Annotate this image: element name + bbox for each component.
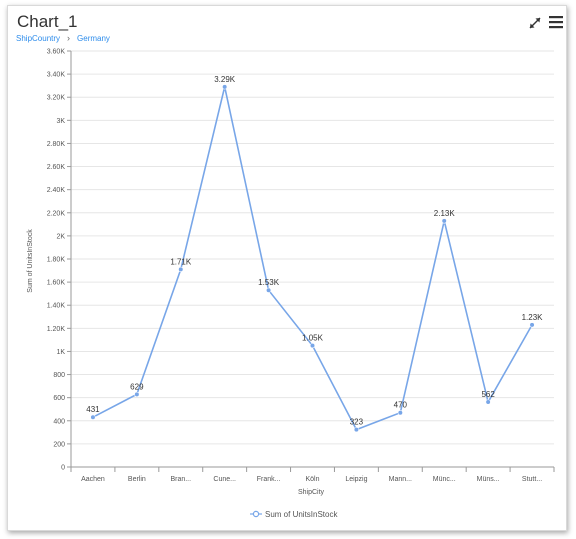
data-label: 1.71K xyxy=(170,257,192,266)
y-tick-label: 0 xyxy=(61,465,65,472)
line-chart: 0 200 400 600 800 1K 1.20K 1.40K 1.60K 1.80K 2K 2.2… xyxy=(27,49,555,519)
y-axis-title: Sum of UnitsInStock xyxy=(27,229,34,293)
x-tick-label: Bran... xyxy=(170,476,191,483)
y-tick-label: 200 xyxy=(53,441,65,448)
data-point[interactable] xyxy=(309,343,316,349)
data-point[interactable] xyxy=(397,410,403,416)
breadcrumb-item-shipcountry[interactable]: ShipCountry xyxy=(16,33,61,43)
x-tick-label: Leipzig xyxy=(345,476,367,483)
y-tick-label: 2.60K xyxy=(47,164,66,171)
breadcrumb: ShipCountry › Germany xyxy=(16,33,110,43)
x-tick-label: Frank... xyxy=(257,476,281,483)
data-point[interactable] xyxy=(529,322,535,328)
y-tick-label: 3.60K xyxy=(47,49,66,56)
y-tick-label: 1.80K xyxy=(47,257,66,264)
y-tick-label: 400 xyxy=(53,418,65,425)
x-tick-label: Berlin xyxy=(128,476,146,483)
y-tick-label: 1K xyxy=(56,349,65,356)
y-tick-label: 600 xyxy=(53,395,65,402)
y-tick-label: 3K xyxy=(56,118,65,125)
x-tick-label: Müns... xyxy=(477,476,500,483)
x-tick-label: Mann... xyxy=(389,476,412,483)
legend-label: Sum of UnitsInStock xyxy=(265,510,338,519)
data-label: 470 xyxy=(394,401,408,410)
data-point[interactable] xyxy=(353,427,360,433)
x-axis-title: ShipCity xyxy=(298,489,325,496)
y-tick-label: 3.20K xyxy=(47,95,66,102)
chart-widget: Chart_1 ShipCountry › Germany 0 200 400 600… xyxy=(7,5,567,531)
x-tick-label: Münc... xyxy=(433,476,456,483)
breadcrumb-separator: › xyxy=(67,33,71,43)
y-tick-label: 1.40K xyxy=(47,303,66,310)
data-label: 2.13K xyxy=(434,209,456,218)
data-point[interactable] xyxy=(134,391,140,397)
x-tick-label: Stutt... xyxy=(522,476,542,483)
data-label: 1.53K xyxy=(258,278,280,287)
y-tick-label: 800 xyxy=(53,372,65,379)
data-point[interactable] xyxy=(178,266,184,273)
y-tick-label: 2K xyxy=(56,233,65,240)
menu-icon[interactable] xyxy=(548,14,564,30)
y-tick-label: 2.20K xyxy=(47,210,66,217)
series: 431 629 1.71K 3.29K 1.53K 1.05K 323 470 2.13K 562… xyxy=(86,75,544,433)
data-label: 323 xyxy=(350,418,364,427)
x-tick-label: Aachen xyxy=(81,476,105,483)
data-label: 3.29K xyxy=(214,75,236,84)
data-label: 1.05K xyxy=(302,334,324,343)
data-label: 562 xyxy=(481,390,495,399)
data-label: 1.23K xyxy=(522,313,544,322)
data-label: 431 xyxy=(86,405,100,414)
y-tick-label: 1.60K xyxy=(47,280,66,287)
y-tick-label: 2.40K xyxy=(47,187,66,194)
y-tick-label: 3.40K xyxy=(47,72,66,79)
y-tick-label: 2.80K xyxy=(47,141,66,148)
data-point[interactable] xyxy=(222,84,228,90)
data-label: 629 xyxy=(130,382,144,391)
expand-icon[interactable] xyxy=(528,16,542,30)
data-point[interactable] xyxy=(90,414,96,420)
grid xyxy=(71,50,554,468)
axes: 0 200 400 600 800 1K 1.20K 1.40K 1.60K 1.80K 2K 2.2… xyxy=(47,49,555,483)
y-tick-label: 1.20K xyxy=(47,326,66,333)
data-point[interactable] xyxy=(265,287,272,293)
widget-title: Chart_1 xyxy=(17,12,78,31)
legend-marker-icon xyxy=(252,510,260,518)
series-line xyxy=(92,86,533,431)
breadcrumb-item-germany[interactable]: Germany xyxy=(77,33,110,43)
x-tick-label: Cune... xyxy=(213,476,236,483)
data-point[interactable] xyxy=(485,399,491,405)
legend[interactable]: Sum of UnitsInStock xyxy=(250,510,338,519)
data-point[interactable] xyxy=(441,218,447,224)
x-tick-label: Köln xyxy=(305,476,319,483)
